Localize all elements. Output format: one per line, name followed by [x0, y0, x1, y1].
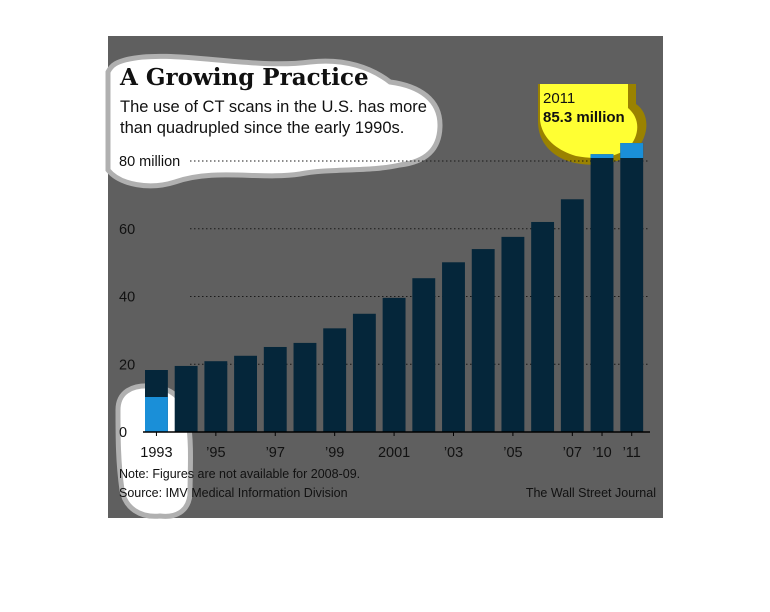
bar: [501, 236, 525, 432]
x-tick-label: ’97: [266, 445, 285, 461]
callout-year: 2011: [543, 90, 575, 107]
chart-subtitle-line-2: than quadrupled since the early 1990s.: [120, 119, 404, 137]
bar: [234, 355, 257, 432]
y-tick-label: 40: [119, 290, 135, 306]
bar: [471, 249, 495, 432]
bar: [590, 154, 614, 432]
x-tick-label: 2001: [378, 445, 410, 461]
chart-note: Note: Figures are not available for 2008…: [119, 467, 360, 481]
bars: [143, 143, 650, 433]
x-tick-label: ’95: [206, 445, 225, 461]
x-tick-label: ’11: [623, 445, 641, 461]
bar: [560, 199, 584, 432]
bar: [293, 342, 317, 432]
callout-highlight-inner: [540, 84, 638, 158]
x-tick-label: 1993: [140, 445, 172, 461]
bar-highlight-overlap: [145, 397, 168, 432]
bar: [531, 221, 555, 432]
bar-highlight-overlap: [590, 154, 614, 158]
y-tick-label: 0: [119, 425, 127, 441]
bar: [442, 262, 465, 432]
chart-title: A Growing Practice: [119, 64, 369, 91]
x-tick-label: ’05: [503, 445, 522, 461]
bar: [620, 143, 644, 432]
x-tick-label: ’10: [592, 445, 611, 461]
chart-subtitle-line-1: The use of CT scans in the U.S. has more: [120, 98, 427, 116]
x-tick-label: ’03: [444, 445, 463, 461]
title-highlight: [105, 53, 443, 189]
bar: [382, 297, 406, 432]
y-tick-label: 20: [119, 357, 135, 373]
y-axis: 0 20 40 60 80 million: [119, 154, 180, 441]
y-tick-label: 80 million: [119, 154, 180, 170]
x-tick-label: ’07: [563, 445, 582, 461]
bar: [204, 361, 228, 432]
bar: [352, 313, 376, 432]
chart-credit: The Wall Street Journal: [526, 486, 656, 500]
bar: [174, 365, 198, 432]
x-axis: 1993 ’95 ’97 ’99 2001 ’03 ’05 ’07 ’10 ’11: [140, 432, 641, 461]
bar: [263, 346, 287, 432]
chart-source: Source: IMV Medical Information Division: [119, 486, 348, 500]
callout-value: 85.3 million: [543, 109, 625, 126]
bar: [323, 328, 347, 432]
y-tick-label: 60: [119, 222, 135, 238]
x-tick-label: ’99: [325, 445, 344, 461]
bar-highlight-overlap: [620, 143, 644, 158]
bar: [412, 278, 436, 432]
